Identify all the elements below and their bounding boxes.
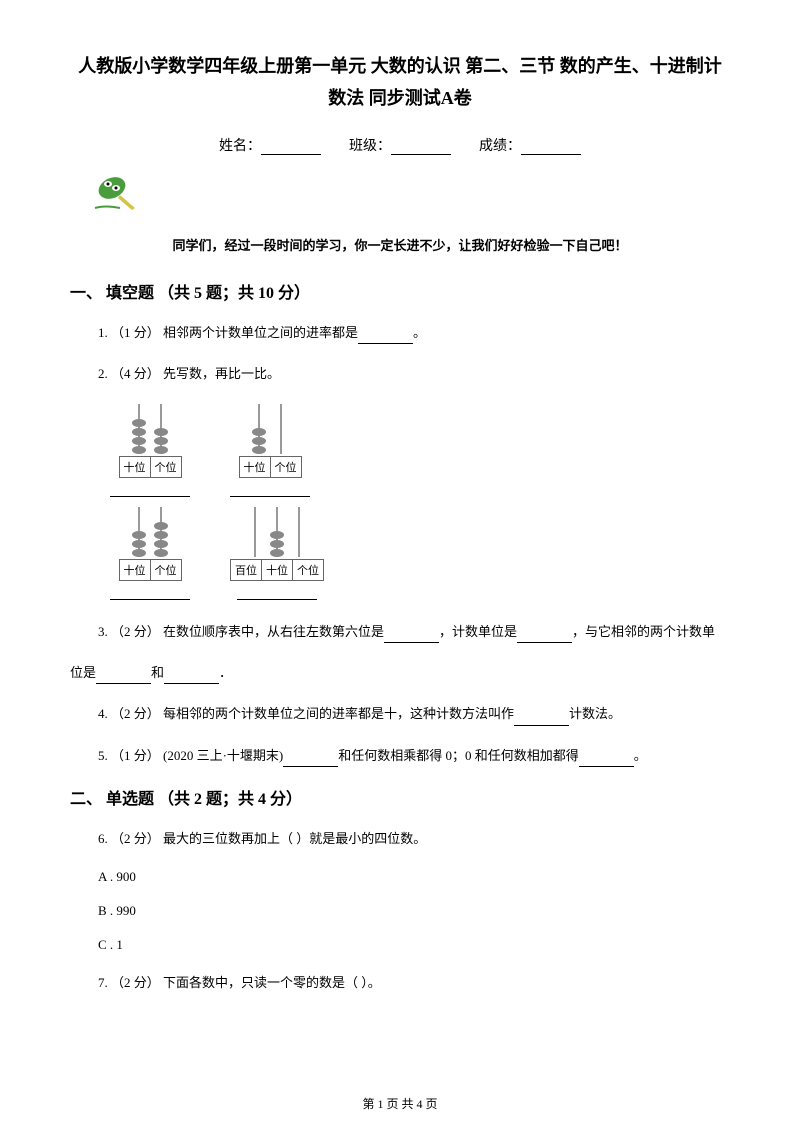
abacus-1: 十位 个位 bbox=[110, 404, 190, 497]
abacus-answer-blank[interactable] bbox=[110, 483, 190, 497]
abacus-row-2: 十位 个位 百位 十位 个位 bbox=[110, 507, 730, 600]
abacus-rod bbox=[138, 507, 140, 557]
question-4: 4. （2 分） 每相邻的两个计数单位之间的进率都是十，这种计数方法叫作 计数法。 bbox=[70, 702, 730, 725]
q3-text3: ，与它相邻的两个计数单 bbox=[572, 624, 715, 639]
q3-l2-text3: ． bbox=[219, 665, 232, 680]
section2-header: 二、 单选题 （共 2 题；共 4 分） bbox=[70, 785, 730, 809]
q3-l2-text1: 位是 bbox=[70, 665, 96, 680]
question-1: 1. （1 分） 相邻两个计数单位之间的进率都是 。 bbox=[70, 321, 730, 344]
option-6c[interactable]: C . 1 bbox=[70, 937, 730, 953]
abacus-4: 百位 十位 个位 bbox=[230, 507, 324, 600]
option-6b[interactable]: B . 990 bbox=[70, 903, 730, 919]
abacus-label-ge: 个位 bbox=[151, 560, 181, 580]
abacus-label-ge: 个位 bbox=[271, 457, 301, 477]
q3-text2: ，计数单位是 bbox=[439, 624, 517, 639]
abacus-label-shi: 十位 bbox=[240, 457, 271, 477]
q5-blank2[interactable] bbox=[579, 753, 634, 767]
abacus-2: 十位 个位 bbox=[230, 404, 310, 497]
abacus-rod bbox=[258, 404, 260, 454]
abacus-group: 十位 个位 十位 个位 bbox=[110, 404, 730, 600]
question-3-line2: 位是 和 ． bbox=[70, 661, 730, 684]
abacus-row-1: 十位 个位 十位 个位 bbox=[110, 404, 730, 497]
question-3: 3. （2 分） 在数位顺序表中，从右往左数第六位是 ，计数单位是 ，与它相邻的两个… bbox=[70, 620, 730, 643]
question-5: 5. （1 分） (2020 三上·十堰期末) 和任何数相乘都得 0；0 和任何数… bbox=[70, 744, 730, 767]
abacus-answer-blank[interactable] bbox=[237, 586, 317, 600]
q5-text3: 。 bbox=[634, 748, 647, 763]
q3-text1: 3. （2 分） 在数位顺序表中，从右往左数第六位是 bbox=[98, 624, 384, 639]
section1-header: 一、 填空题 （共 5 题；共 10 分） bbox=[70, 279, 730, 303]
q1-text: 1. （1 分） 相邻两个计数单位之间的进率都是 bbox=[98, 325, 358, 340]
page-title: 人教版小学数学四年级上册第一单元 大数的认识 第二、三节 数的产生、十进制计数法… bbox=[70, 50, 730, 115]
q3-l2-text2: 和 bbox=[151, 665, 164, 680]
question-6: 6. （2 分） 最大的三位数再加上（ ）就是最小的四位数。 bbox=[70, 827, 730, 850]
option-6a[interactable]: A . 900 bbox=[70, 869, 730, 885]
abacus-rod bbox=[254, 507, 256, 557]
class-label: 班级： bbox=[349, 139, 391, 154]
student-info-line: 姓名： 班级： 成绩： bbox=[70, 135, 730, 155]
q4-text2: 计数法。 bbox=[569, 706, 621, 721]
abacus-label-ge: 个位 bbox=[151, 457, 181, 477]
abacus-rod bbox=[298, 507, 300, 557]
question-2: 2. （4 分） 先写数，再比一比。 bbox=[70, 362, 730, 385]
question-7: 7. （2 分） 下面各数中，只读一个零的数是（ ）。 bbox=[70, 971, 730, 994]
abacus-label-bai: 百位 bbox=[231, 560, 262, 580]
q5-text1: 5. （1 分） (2020 三上·十堰期末) bbox=[98, 748, 283, 763]
abacus-rod bbox=[160, 404, 162, 454]
abacus-answer-blank[interactable] bbox=[230, 483, 310, 497]
abacus-label-shi: 十位 bbox=[262, 560, 293, 580]
q4-text1: 4. （2 分） 每相邻的两个计数单位之间的进率都是十，这种计数方法叫作 bbox=[98, 706, 514, 721]
abacus-answer-blank[interactable] bbox=[110, 586, 190, 600]
abacus-label-shi: 十位 bbox=[120, 560, 151, 580]
abacus-rod bbox=[160, 507, 162, 557]
q5-blank1[interactable] bbox=[283, 753, 338, 767]
abacus-label-shi: 十位 bbox=[120, 457, 151, 477]
abacus-rod bbox=[138, 404, 140, 454]
abacus-3: 十位 个位 bbox=[110, 507, 190, 600]
pencil-icon bbox=[90, 170, 730, 220]
abacus-rod bbox=[276, 507, 278, 557]
q3-blank1[interactable] bbox=[384, 629, 439, 643]
abacus-label-ge: 个位 bbox=[293, 560, 323, 580]
name-blank[interactable] bbox=[261, 139, 321, 155]
class-blank[interactable] bbox=[391, 139, 451, 155]
page-footer: 第 1 页 共 4 页 bbox=[0, 1095, 800, 1112]
q1-blank[interactable] bbox=[358, 330, 413, 344]
score-label: 成绩： bbox=[479, 139, 521, 154]
q3-blank2[interactable] bbox=[517, 629, 572, 643]
encourage-text: 同学们，经过一段时间的学习，你一定长进不少，让我们好好检验一下自己吧！ bbox=[70, 235, 730, 254]
score-blank[interactable] bbox=[521, 139, 581, 155]
q5-text2: 和任何数相乘都得 0；0 和任何数相加都得 bbox=[338, 748, 579, 763]
name-label: 姓名： bbox=[219, 139, 261, 154]
q3-blank4[interactable] bbox=[164, 670, 219, 684]
q3-blank3[interactable] bbox=[96, 670, 151, 684]
q1-end: 。 bbox=[413, 325, 426, 340]
q4-blank[interactable] bbox=[514, 712, 569, 726]
abacus-rod bbox=[280, 404, 282, 454]
